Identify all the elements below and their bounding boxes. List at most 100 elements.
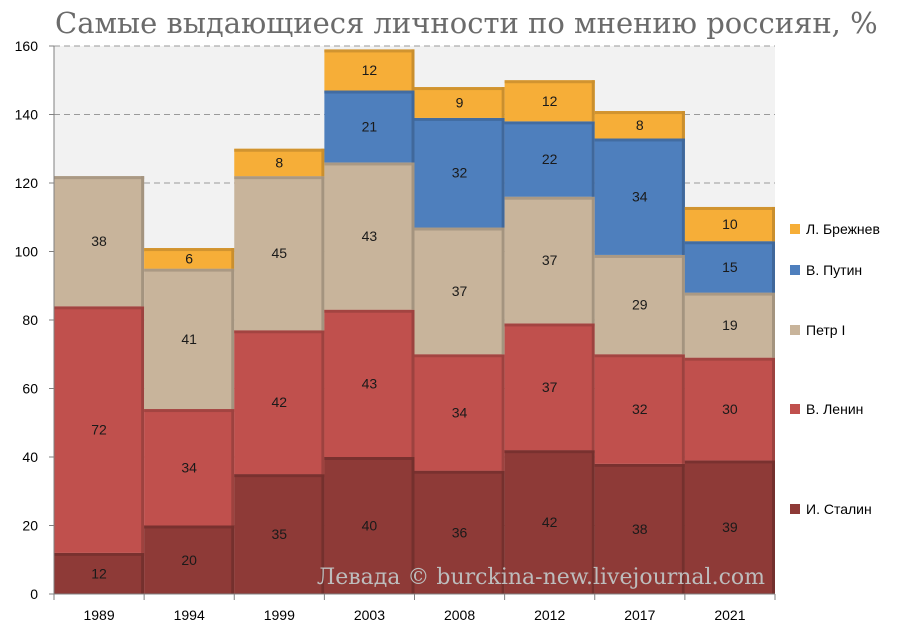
- x-tick-label: 1989: [83, 607, 114, 623]
- bar-segment-top-edge: [594, 138, 685, 142]
- data-label: 12: [542, 93, 558, 109]
- bar-segment-л-брежнев: [324, 49, 415, 91]
- data-label: 20: [181, 552, 197, 568]
- data-label: 34: [632, 189, 648, 205]
- bar-segment-side-edge: [321, 330, 325, 475]
- bar-segment-side-edge: [321, 176, 325, 331]
- y-tick-label: 20: [22, 518, 38, 534]
- bar-segment-в-ленин: [594, 354, 685, 464]
- legend-label: В. Ленин: [806, 401, 863, 417]
- bar-segment-top-edge: [324, 90, 415, 94]
- bar-segment-top-edge: [414, 117, 505, 121]
- bar-segment-и-сталин: [594, 463, 685, 594]
- bar-segment-в-ленин: [234, 330, 325, 475]
- data-label: 37: [452, 283, 468, 299]
- bar-segment-side-edge: [591, 80, 595, 122]
- bar-segment-в-путин: [594, 138, 685, 255]
- bar-segment-side-edge: [681, 111, 685, 139]
- bar-segment-side-edge: [321, 148, 325, 177]
- bar-segment-side-edge: [411, 457, 415, 594]
- x-tick-label: 2003: [354, 607, 385, 623]
- y-tick-label: 0: [30, 586, 38, 602]
- bar-segment-петр-i: [414, 227, 505, 355]
- bar-segment-top-edge: [54, 306, 145, 310]
- bar-segment-top-edge: [324, 162, 415, 166]
- bar-segment-л-брежнев: [414, 87, 505, 118]
- bar-segment-top-edge: [684, 292, 775, 296]
- data-label: 12: [362, 62, 378, 78]
- y-tick-label: 80: [22, 312, 38, 328]
- bar-segment-и-сталин: [504, 450, 595, 594]
- bar-segment-top-edge: [324, 49, 415, 53]
- bar-segment-петр-i: [144, 268, 235, 410]
- bar-segment-side-edge: [411, 49, 415, 91]
- bar-segment-top-edge: [234, 474, 325, 478]
- bar-segment-и-сталин: [234, 474, 325, 594]
- data-label: 6: [185, 250, 193, 266]
- bar-segment-side-edge: [231, 409, 235, 526]
- bar-segment-л-брежнев: [684, 206, 775, 242]
- data-labels: 12 72 38 20 34 41 6 35 42 45 8 40 43 43 21 12 36 34 37 32 9 4…: [91, 62, 738, 581]
- data-label: 29: [632, 297, 648, 313]
- bar-segment-side-edge: [591, 323, 595, 451]
- bar-segment-и-сталин: [144, 525, 235, 594]
- bar-segment-side-edge: [772, 357, 775, 461]
- legend-swatch: [790, 504, 800, 514]
- bar-segment-top-edge: [684, 241, 775, 245]
- data-label: 34: [452, 404, 468, 420]
- bar-segment-side-edge: [591, 196, 595, 324]
- data-label: 32: [452, 165, 468, 181]
- data-label: 30: [722, 401, 738, 417]
- bar-segment-side-edge: [681, 463, 685, 594]
- x-tick-label: 1994: [174, 607, 205, 623]
- bar-segment-петр-i: [324, 162, 415, 310]
- chart-title: Самые выдающиеся личности по мнению росс…: [55, 6, 878, 40]
- bar-segment-в-путин: [414, 117, 505, 228]
- data-label: 35: [272, 526, 288, 542]
- data-label: 8: [636, 117, 644, 133]
- bar-segment-петр-i: [684, 292, 775, 358]
- bar-segment-side-edge: [501, 87, 505, 118]
- data-label: 43: [362, 228, 378, 244]
- bar-segment-top-edge: [594, 354, 685, 358]
- bar-segment-петр-i: [54, 176, 145, 307]
- bar-segment-top-edge: [144, 268, 235, 272]
- bar-segment-л-брежнев: [144, 248, 235, 269]
- bar-segment-top-edge: [414, 354, 505, 358]
- data-label: 45: [272, 245, 288, 261]
- bar-segment-side-edge: [591, 121, 595, 197]
- bar-segment-top-edge: [234, 330, 325, 334]
- data-label: 42: [272, 394, 288, 410]
- bar-segment-side-edge: [321, 474, 325, 594]
- bar-segment-top-edge: [144, 409, 235, 413]
- legend-swatch: [790, 224, 800, 234]
- bar-segment-side-edge: [772, 241, 775, 293]
- legend-swatch: [790, 404, 800, 414]
- bar-segment-петр-i: [504, 196, 595, 324]
- bar-segment-и-сталин: [324, 457, 415, 594]
- data-label: 42: [542, 514, 558, 530]
- data-label: 37: [542, 379, 558, 395]
- y-tick-label: 120: [15, 175, 39, 191]
- legend-label: Л. Брежнев: [806, 221, 880, 237]
- bar-segment-в-путин: [324, 90, 415, 163]
- bar-segment-side-edge: [141, 552, 145, 594]
- data-label: 19: [722, 317, 738, 333]
- bar-segment-в-ленин: [504, 323, 595, 451]
- legend-item-петр-i: Петр I: [790, 322, 845, 338]
- bar-segment-side-edge: [501, 470, 505, 594]
- y-tick-label: 100: [15, 244, 39, 260]
- data-label: 37: [542, 252, 558, 268]
- data-label: 32: [632, 401, 648, 417]
- bar-segment-и-сталин: [54, 552, 145, 594]
- bar-segment-top-edge: [684, 206, 775, 210]
- y-tick-label: 60: [22, 381, 38, 397]
- data-label: 22: [542, 151, 558, 167]
- bar-segment-top-edge: [144, 248, 235, 252]
- legend-label: И. Сталин: [806, 501, 872, 517]
- legend-label: В. Путин: [806, 262, 862, 278]
- bar-segment-петр-i: [594, 254, 685, 355]
- data-label: 40: [362, 518, 378, 534]
- legend-swatch: [790, 325, 800, 335]
